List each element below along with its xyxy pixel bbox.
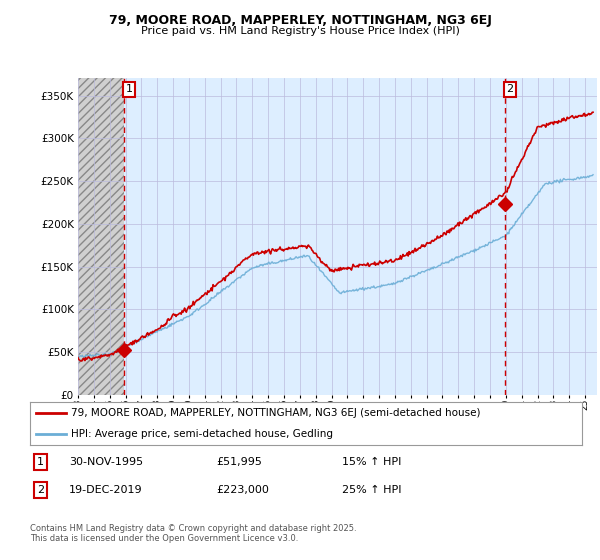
Bar — [78, 78, 124, 395]
Text: 30-NOV-1995: 30-NOV-1995 — [69, 457, 143, 467]
Text: Contains HM Land Registry data © Crown copyright and database right 2025.
This d: Contains HM Land Registry data © Crown c… — [30, 524, 356, 543]
Text: HPI: Average price, semi-detached house, Gedling: HPI: Average price, semi-detached house,… — [71, 430, 334, 440]
Text: Price paid vs. HM Land Registry's House Price Index (HPI): Price paid vs. HM Land Registry's House … — [140, 26, 460, 36]
Text: £223,000: £223,000 — [216, 485, 269, 495]
Text: 19-DEC-2019: 19-DEC-2019 — [69, 485, 143, 495]
Text: 15% ↑ HPI: 15% ↑ HPI — [342, 457, 401, 467]
Text: 1: 1 — [125, 85, 133, 95]
Text: 2: 2 — [37, 485, 44, 495]
Text: 2: 2 — [506, 85, 514, 95]
Text: 79, MOORE ROAD, MAPPERLEY, NOTTINGHAM, NG3 6EJ (semi-detached house): 79, MOORE ROAD, MAPPERLEY, NOTTINGHAM, N… — [71, 408, 481, 418]
Text: 1: 1 — [37, 457, 44, 467]
Text: 79, MOORE ROAD, MAPPERLEY, NOTTINGHAM, NG3 6EJ: 79, MOORE ROAD, MAPPERLEY, NOTTINGHAM, N… — [109, 14, 491, 27]
Text: £51,995: £51,995 — [216, 457, 262, 467]
Text: 25% ↑ HPI: 25% ↑ HPI — [342, 485, 401, 495]
